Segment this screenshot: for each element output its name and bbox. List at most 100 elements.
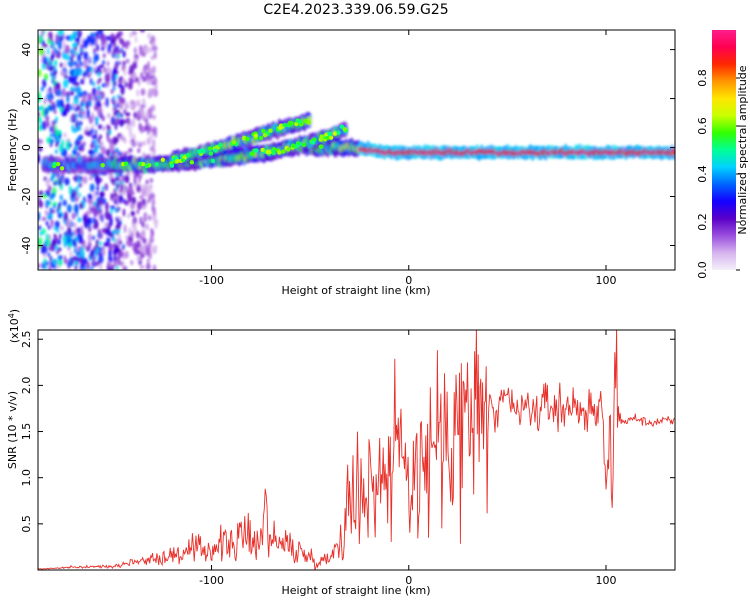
heatmap-cell [72, 222, 77, 228]
heatmap-cell [112, 116, 116, 122]
heatmap-cell [141, 230, 146, 238]
heatmap-cell [102, 53, 106, 59]
heatmap-cell [151, 245, 157, 254]
heatmap-cell [74, 264, 78, 270]
heatmap-cell [57, 89, 63, 97]
heatmap-cell [86, 65, 89, 75]
colorbar-gradient [712, 30, 736, 270]
heatmap-cell [53, 181, 57, 187]
heatmap-cell [98, 241, 102, 247]
heatmap-cell [133, 248, 137, 253]
heatmap-cell [80, 263, 83, 270]
heatmap-cell [123, 67, 127, 77]
heatmap-cell [67, 61, 71, 67]
heatmap-cell [141, 98, 145, 104]
heatmap-cell [41, 262, 45, 270]
heatmap-cell [138, 49, 144, 57]
heatmap-cell [118, 239, 122, 245]
heatmap-cell [140, 72, 144, 79]
heatmap-cell [95, 120, 99, 126]
heatmap-cell [70, 86, 75, 91]
heatmap-cell [79, 120, 83, 126]
heatmap-cell [218, 142, 223, 148]
heatmap-cell [120, 195, 124, 201]
heatmap-cell [66, 93, 70, 103]
heatmap-cell [149, 67, 154, 76]
heatmap-cell [136, 209, 140, 215]
heatmap-cell [97, 72, 101, 78]
heatmap-cell [90, 252, 94, 258]
heatmap-cell [135, 230, 139, 239]
heatmap-cell [115, 176, 119, 182]
heatmap-cell [95, 101, 99, 107]
heatmap-cell [117, 94, 121, 100]
heatmap-cell [92, 81, 96, 87]
heatmap-cell [58, 133, 62, 139]
heatmap-cell [268, 128, 273, 133]
heatmap-cell [144, 123, 150, 132]
heatmap-cell [92, 32, 96, 38]
heatmap-cell [169, 163, 175, 168]
heatmap-cell [55, 245, 59, 251]
heatmap-cell [98, 262, 103, 270]
heatmap-cell [119, 112, 123, 118]
heatmap-cell [281, 149, 286, 154]
heatmap-cell [92, 219, 96, 225]
heatmap-cell [90, 68, 94, 74]
heatmap-cell [38, 142, 41, 148]
heatmap-cell [79, 51, 84, 56]
heatmap-cell [74, 139, 80, 147]
heatmap-cell [79, 250, 85, 258]
heatmap-cell [132, 133, 136, 141]
heatmap-cell [153, 51, 157, 60]
heatmap-cell [118, 260, 122, 266]
heatmap-cell [72, 30, 77, 40]
heatmap-cell [287, 121, 293, 126]
heatmap-cell [122, 244, 126, 250]
heatmap-cell [40, 105, 45, 111]
heatmap-cell [95, 31, 99, 37]
heatmap-cell [120, 261, 125, 267]
heatmap-cell [80, 44, 84, 50]
heatmap-cell [141, 221, 145, 229]
heatmap-cell [55, 249, 59, 255]
heatmap-cell [75, 99, 79, 105]
heatmap-cell [145, 262, 151, 270]
heatmap-cell [59, 166, 65, 171]
heatmap-cell [92, 261, 96, 267]
heatmap-cell [140, 187, 144, 198]
heatmap-cell [132, 61, 138, 70]
heatmap-cell [106, 237, 111, 244]
heatmap-cell [127, 213, 130, 219]
y-tick-label: 1.5 [20, 423, 33, 441]
heatmap-cell [180, 157, 186, 163]
heatmap-cell [102, 66, 107, 74]
heatmap-cell [86, 108, 90, 119]
heatmap-cell [55, 161, 61, 167]
heatmap-cell [138, 106, 143, 116]
heatmap-cell [147, 32, 151, 39]
heatmap-cell [144, 45, 150, 55]
heatmap-cell [290, 143, 296, 148]
heatmap-cell [76, 86, 82, 96]
heatmap-cell [51, 41, 55, 47]
heatmap-cell [73, 203, 79, 214]
heatmap-cell [125, 112, 131, 117]
heatmap-cell [79, 202, 84, 210]
heatmap-cell [108, 243, 114, 251]
heatmap-cell [54, 259, 58, 265]
heatmap-cell [118, 220, 122, 226]
heatmap-cell [154, 221, 158, 230]
heatmap-cell [44, 209, 48, 216]
snr-panel: -100 0 100 0.5 1.0 1.5 2.0 2.5 Height of strai… [6, 309, 676, 597]
heatmap-cell [49, 132, 53, 138]
heatmap-cell [57, 39, 62, 49]
heatmap-cell [258, 135, 264, 141]
x-tick-label: 0 [405, 574, 412, 587]
heatmap-cell [117, 49, 121, 55]
heatmap-cell [123, 224, 127, 234]
x-tick-label: -100 [199, 274, 224, 287]
heatmap-cell [102, 60, 106, 66]
heatmap-cell [73, 70, 77, 76]
